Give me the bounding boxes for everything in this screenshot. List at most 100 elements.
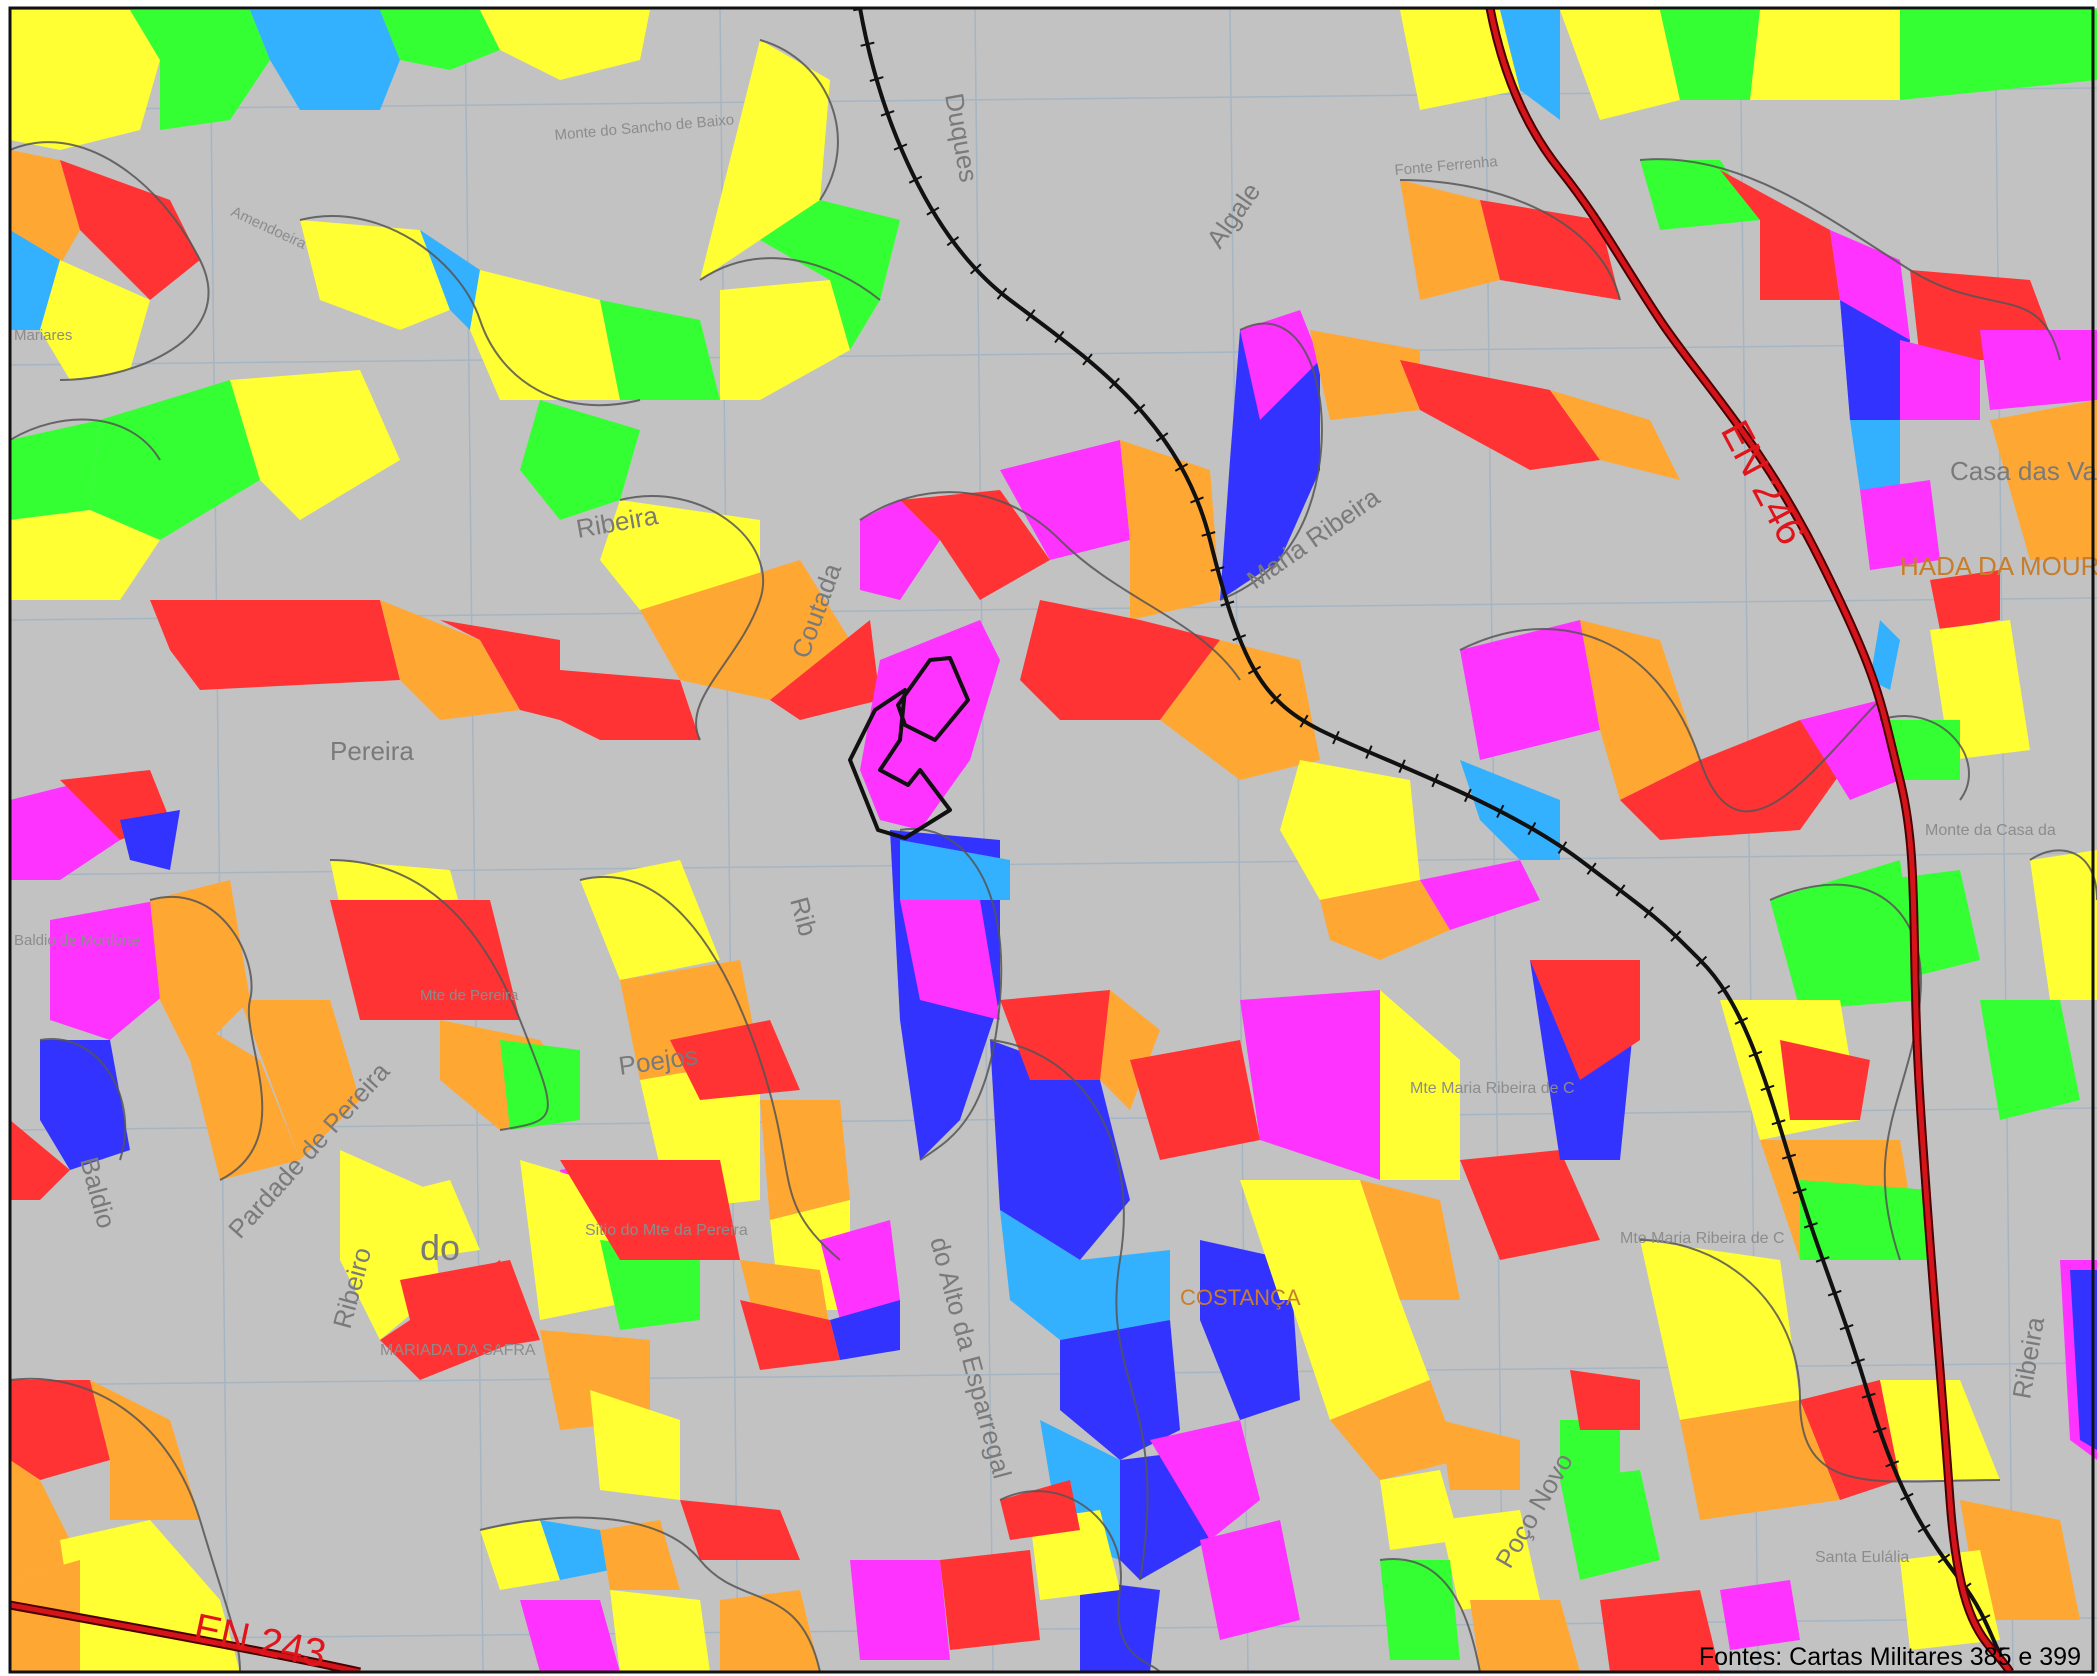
zone-magenta: [1800, 700, 1900, 800]
zone-orange: [160, 1000, 300, 1180]
zone-blue: [830, 1300, 900, 1360]
zone-yellow: [370, 1180, 480, 1260]
zone-yellow: [1440, 1510, 1540, 1610]
zone-yellow: [1280, 760, 1420, 900]
zone-orange: [1360, 1180, 1460, 1300]
place-label: Monte da Casa da: [1925, 822, 2056, 839]
zone-blue: [990, 1040, 1130, 1260]
road-en246: [1485, 8, 2014, 1672]
zone-green: [1380, 1560, 1460, 1660]
place-label: Mte de Pereira: [420, 987, 519, 1004]
source-note: Fontes: Cartas Militares 385 e 399: [1698, 1643, 2081, 1671]
zone-magenta: [1150, 1420, 1260, 1540]
zone-green: [600, 1240, 700, 1330]
zone-orange: [1990, 400, 2097, 560]
zone-yellow: [1380, 1470, 1460, 1550]
zone-blue: [1840, 300, 1910, 420]
zone-yellow: [480, 10, 650, 80]
zone-magenta: [1860, 480, 1940, 570]
zone-orange: [760, 1100, 850, 1220]
zone-magenta: [1900, 340, 1980, 420]
zone-magenta: [850, 1560, 950, 1660]
zone-blue: [2070, 1270, 2097, 1450]
zone-orange: [1580, 620, 1700, 800]
zone-yellow: [580, 860, 720, 980]
zone-yellow: [1240, 1180, 1400, 1300]
place-label: Pereira: [330, 736, 414, 766]
zone-yellow: [60, 1520, 240, 1672]
zone-green: [90, 380, 260, 540]
zone-blue: [120, 810, 180, 870]
place-label: MARIADA DA SAFRA: [380, 1342, 536, 1359]
zone-green: [10, 420, 100, 520]
zone-red: [10, 1380, 110, 1480]
zone-cyan: [1850, 420, 1900, 490]
zone-yellow: [1640, 1240, 1800, 1420]
map-frame: [8, 6, 2095, 1674]
zone-magenta: [1720, 1580, 1800, 1650]
place-label: Sitio do Mte da Pereira: [585, 1222, 748, 1239]
zone-orange: [1330, 1380, 1460, 1480]
zone-orange: [1440, 1420, 1520, 1490]
place-label: COSTANÇA: [1180, 1285, 1301, 1310]
zone-orange: [1320, 880, 1450, 960]
zone-yellow: [720, 280, 850, 400]
railway-line: [853, 8, 2016, 1672]
zone-yellow: [40, 260, 150, 380]
zone-yellow: [480, 1520, 560, 1590]
zone-magenta: [1200, 1520, 1300, 1640]
zone-red: [1530, 960, 1640, 1080]
zone-yellow: [2030, 850, 2097, 1000]
zone-magenta: [900, 900, 1000, 1020]
zone-yellow: [300, 220, 450, 330]
zone-green: [520, 400, 640, 520]
zone-cyan: [900, 840, 1010, 900]
place-label: Mte Maria Ribeira de C: [1410, 1080, 1575, 1097]
zone-red: [1020, 600, 1220, 720]
zone-orange: [720, 1590, 820, 1672]
zone-cyan: [1870, 620, 1900, 690]
zone-red: [670, 1020, 800, 1100]
place-label: Mte Maria Ribeira de C: [1620, 1230, 1785, 1247]
zone-red: [440, 620, 560, 720]
zone-orange: [1470, 1600, 1580, 1672]
zone-red: [940, 1550, 1040, 1650]
zone-red: [1480, 200, 1620, 300]
zone-green: [1980, 1000, 2080, 1120]
zone-magenta: [1460, 620, 1600, 760]
place-label: Mariares: [14, 327, 72, 344]
place-label: Baldio de Monforte: [14, 932, 140, 949]
zone-green: [1880, 870, 1980, 980]
zone-green: [760, 200, 900, 350]
zone-magenta: [1000, 440, 1130, 560]
zone-yellow: [600, 500, 760, 610]
zone-magenta: [50, 900, 170, 1040]
zone-yellow: [10, 510, 160, 600]
zone-magenta: [1240, 310, 1320, 420]
zone-red: [560, 1160, 740, 1260]
zone-blue: [40, 1040, 130, 1170]
zone-green: [1560, 1470, 1660, 1580]
zone-yellow: [10, 10, 160, 150]
zone-orange: [600, 1520, 680, 1590]
zone-cyan: [250, 10, 400, 110]
zone-green: [1800, 1180, 1930, 1260]
road-en243: [10, 1600, 361, 1672]
zone-red: [560, 670, 700, 740]
zone-yellow: [1750, 10, 1900, 100]
zone-cyan: [10, 230, 60, 330]
zone-red: [10, 1120, 70, 1200]
zone-red: [680, 1500, 800, 1560]
zone-yellow: [1380, 990, 1460, 1180]
zone-magenta: [860, 500, 940, 600]
zone-orange: [1100, 990, 1160, 1110]
zone-orange: [640, 560, 850, 700]
zone-magenta: [820, 1220, 900, 1320]
zone-red: [740, 1300, 840, 1370]
zone-red: [770, 620, 880, 720]
zone-yellow: [610, 1590, 710, 1672]
zone-blue: [1220, 330, 1320, 600]
zone-green: [380, 10, 500, 70]
zone-red: [1460, 1150, 1600, 1260]
